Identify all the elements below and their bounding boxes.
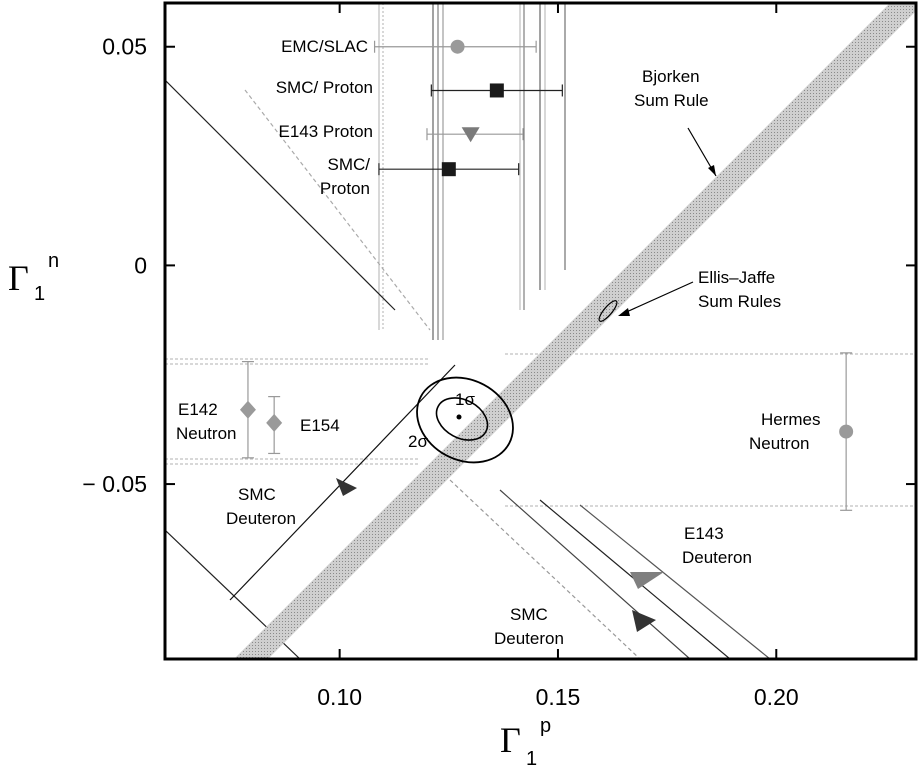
neutron-point-0 bbox=[239, 400, 256, 419]
label-ellis-jaffe-line1: Ellis–Jaffe bbox=[698, 268, 775, 287]
neutron-point-1 bbox=[266, 413, 283, 432]
deuteron-constraint-lines bbox=[165, 79, 771, 659]
label-bjorken-line2: Sum Rule bbox=[634, 91, 709, 110]
svg-text:n: n bbox=[48, 250, 59, 272]
label-smc-proton-2-line2: Proton bbox=[320, 179, 370, 198]
proton-point-1 bbox=[489, 83, 504, 98]
smc-deuteron-arrow-right bbox=[632, 610, 656, 632]
label-e143-deuteron-line2: Deuteron bbox=[682, 548, 752, 567]
svg-text:p: p bbox=[540, 715, 551, 737]
y-tick-label: 0 bbox=[134, 252, 147, 278]
label-smc-proton: SMC/ Proton bbox=[276, 78, 373, 97]
neutron-point-2 bbox=[839, 424, 854, 439]
label-bjorken-line1: Bjorken bbox=[642, 67, 700, 86]
x-tick-label: 0.20 bbox=[754, 684, 799, 710]
axis-tick-labels: 0.10 0.15 0.20 0.05 0 − 0.05 bbox=[82, 34, 798, 710]
label-smc-deuteron-right-line1: SMC bbox=[510, 605, 548, 624]
proton-point-2 bbox=[461, 127, 480, 143]
axis-ticks bbox=[165, 3, 916, 659]
label-e142-line2: Neutron bbox=[176, 424, 236, 443]
proton-vertical-bands bbox=[378, 3, 566, 340]
y-axis-title: Γ 1 n bbox=[8, 250, 59, 305]
label-e154: E154 bbox=[300, 416, 340, 435]
label-smc-deuteron-left-line1: SMC bbox=[238, 485, 276, 504]
svg-text:1: 1 bbox=[34, 283, 45, 305]
sigma2-contour bbox=[416, 376, 514, 464]
y-tick-label: 0.05 bbox=[102, 34, 147, 60]
data-markers bbox=[239, 39, 854, 439]
label-emc-slac: EMC/SLAC bbox=[281, 37, 368, 56]
x-axis-title: Γ 1 p bbox=[500, 715, 551, 770]
label-e143-deuteron-line1: E143 bbox=[684, 524, 724, 543]
label-e142-line1: E142 bbox=[178, 400, 218, 419]
fit-center-point bbox=[456, 414, 462, 420]
ellis-jaffe-pointer-head bbox=[618, 308, 630, 316]
plot-frame bbox=[163, 1, 918, 661]
plot-area bbox=[165, 3, 916, 659]
ellis-jaffe-marker bbox=[598, 300, 618, 322]
sigma1-contour bbox=[435, 397, 489, 441]
smc-deuteron-arrow-left bbox=[336, 478, 357, 496]
label-smc-deuteron-left-line2: Deuteron bbox=[226, 509, 296, 528]
label-2-sigma: 2σ bbox=[408, 432, 428, 451]
svg-text:Γ: Γ bbox=[500, 720, 521, 760]
proton-point-3 bbox=[441, 162, 456, 177]
x-tick-label: 0.10 bbox=[317, 684, 362, 710]
label-1-sigma: 1σ bbox=[455, 390, 475, 409]
y-tick-label: − 0.05 bbox=[82, 471, 147, 497]
label-hermes-line2: Neutron bbox=[749, 434, 809, 453]
label-hermes-line1: Hermes bbox=[761, 410, 821, 429]
proton-point-0 bbox=[450, 39, 465, 54]
bjorken-band bbox=[234, 3, 916, 659]
annotations: EMC/SLAC SMC/ Proton E143 Proton SMC/ Pr… bbox=[176, 37, 821, 648]
label-smc-proton-2-line1: SMC/ bbox=[328, 155, 371, 174]
e143-deuteron-arrow bbox=[630, 572, 664, 589]
svg-text:1: 1 bbox=[526, 748, 537, 770]
label-ellis-jaffe-line2: Sum Rules bbox=[698, 292, 781, 311]
label-smc-deuteron-right-line2: Deuteron bbox=[494, 629, 564, 648]
bjorken-pointer-head bbox=[708, 165, 716, 176]
x-tick-label: 0.15 bbox=[536, 684, 581, 710]
neutron-horizontal-bands bbox=[165, 353, 916, 507]
label-e143-proton: E143 Proton bbox=[278, 122, 373, 141]
ellis-jaffe-pointer bbox=[621, 281, 694, 315]
svg-text:Γ: Γ bbox=[8, 258, 29, 298]
